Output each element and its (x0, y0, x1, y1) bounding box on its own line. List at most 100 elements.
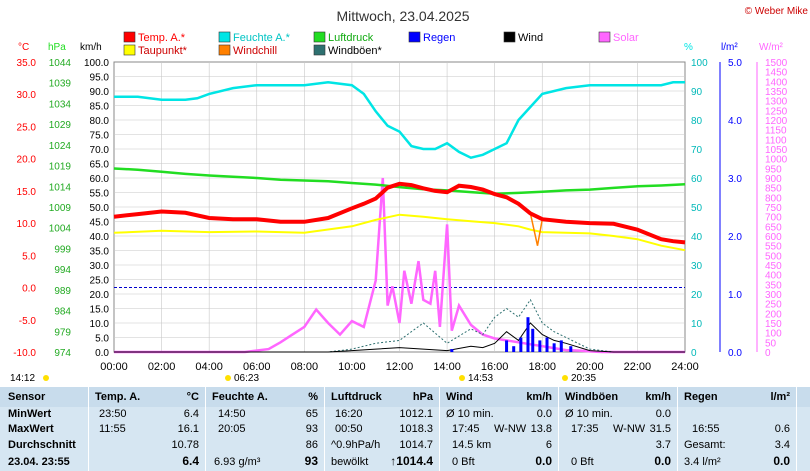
tick-solar: 1300 (765, 97, 788, 108)
tick-solar: 850 (765, 184, 782, 195)
unit-rain: l/m² (721, 42, 738, 53)
rain-total-label: Gesamt: (684, 439, 726, 451)
tick-wind: 55.0 (90, 189, 110, 200)
tick-pressure: 1009 (49, 203, 72, 214)
pressure-unit: hPa (412, 391, 433, 403)
copyright: © Weber Mike (745, 6, 809, 17)
pressure-title: Luftdruck (331, 391, 382, 403)
legend-swatch-pressure (313, 31, 326, 43)
legend-swatch-wind (503, 31, 516, 43)
tick-time: 20:00 (576, 361, 604, 373)
tick-solar: 800 (765, 193, 782, 204)
tick-solar: 200 (765, 309, 782, 320)
humidity-max-time: 20:05 (218, 423, 246, 435)
temp-min-time: 23:50 (99, 408, 127, 420)
pressure-min-time: 16:20 (335, 408, 363, 420)
series-solar (114, 177, 685, 354)
tick-humidity: 90 (691, 87, 703, 98)
tick-solar: 1100 (765, 135, 787, 146)
row-label-min: MinWert (8, 408, 52, 420)
tick-temp: -10.0 (13, 348, 36, 359)
legend-label-rain: Regen (423, 32, 455, 44)
wind-avg: 6 (545, 439, 552, 451)
legend-swatch-rain (408, 31, 421, 43)
tick-wind: 65.0 (90, 160, 110, 171)
gust-avg: 3.7 (655, 439, 671, 451)
legend-swatch-temp (123, 31, 136, 43)
tick-solar: 1200 (765, 116, 788, 127)
tick-solar: 1250 (765, 106, 788, 117)
temp-title: Temp. A. (95, 391, 141, 403)
tick-temp: 25.0 (17, 122, 37, 133)
stats-header-band (0, 387, 810, 407)
tick-wind: 50.0 (90, 203, 110, 214)
gust-max-time: 17:35 (571, 423, 599, 435)
legend-label-gust: Windböen* (328, 45, 383, 57)
tick-time: 24:00 (671, 361, 699, 373)
wind-max-direction: W-NW (494, 423, 527, 435)
legend-label-humidity: Feuchte A.* (233, 32, 291, 44)
tick-wind: 5.0 (95, 334, 109, 345)
tick-wind: 60.0 (90, 174, 110, 185)
tick-pressure: 1029 (49, 120, 72, 131)
legend-label-windchill: Windchill (233, 45, 277, 57)
tick-pressure: 1024 (49, 141, 72, 152)
stats-humidity: Feuchte A. % 14:50 65 20:05 93 86 6.93 g… (206, 387, 324, 471)
humidity-current: 93 (304, 454, 318, 468)
tick-time: 18:00 (528, 361, 556, 373)
tick-pressure: 974 (54, 348, 71, 359)
wind-max-time: 17:45 (452, 423, 480, 435)
pressure-condition: bewölkt (331, 456, 369, 468)
humidity-min-value: 65 (305, 408, 318, 420)
tick-rain: 3.0 (728, 174, 742, 185)
tick-temp: 15.0 (17, 187, 37, 198)
tick-time: 22:00 (624, 361, 652, 373)
tick-solar: 600 (765, 232, 782, 243)
tick-wind: 90.0 (90, 87, 110, 98)
row-label-max: MaxWert (8, 423, 54, 435)
tick-solar: 1000 (765, 155, 788, 166)
pressure-trend-value: 1014.7 (399, 439, 433, 451)
rain-max-value: 0.6 (774, 423, 790, 435)
plot-background (113, 61, 686, 353)
tick-rain: 2.0 (728, 232, 742, 243)
series-temp (113, 181, 686, 245)
tick-solar: 1050 (765, 145, 788, 156)
tick-temp: 20.0 (17, 155, 37, 166)
wind-title: Wind (446, 391, 473, 403)
humidity-min-time: 14:50 (218, 408, 246, 420)
wind-avg10-label: Ø 10 min. (446, 408, 494, 420)
row-label-sensor: Sensor (8, 391, 46, 403)
humidity-max-value: 93 (305, 423, 318, 435)
stats-temp: Temp. A. °C 23:50 6.4 11:55 16.1 10.78 6… (89, 387, 205, 471)
series-pressure (113, 167, 686, 195)
sunrise-icon (225, 375, 231, 381)
tick-time: 16:00 (481, 361, 509, 373)
rain-bar (512, 346, 516, 352)
moonset-time: 14:53 (468, 373, 493, 384)
legend-swatch-humidity (218, 31, 231, 43)
legend-label-solar: Solar (613, 32, 639, 44)
tick-solar: 100 (765, 329, 782, 340)
tick-humidity: 10 (691, 319, 703, 330)
gust-title: Windböen (565, 391, 619, 403)
tick-rain: 5.0 (728, 58, 742, 69)
rain-max-time: 16:55 (692, 423, 720, 435)
pressure-max-value: 1018.3 (399, 423, 433, 435)
tick-pressure: 979 (54, 327, 71, 338)
gust-current: 0.0 (654, 454, 671, 468)
tick-humidity: 20 (691, 290, 703, 301)
tick-pressure: 994 (54, 265, 71, 276)
tick-wind: 45.0 (90, 218, 110, 229)
temp-unit: °C (186, 391, 199, 403)
wind-current: 0.0 (535, 454, 552, 468)
rain-bar (519, 337, 523, 352)
tick-solar: 450 (765, 261, 782, 272)
tick-solar: 900 (765, 174, 782, 185)
tick-solar: 950 (765, 164, 782, 175)
unit-pressure: hPa (48, 42, 66, 53)
rain-total-value: 3.4 (774, 439, 790, 451)
tick-wind: 85.0 (90, 102, 110, 113)
legend-label-temp: Temp. A.* (138, 32, 186, 44)
tick-humidity: 100 (691, 58, 708, 69)
